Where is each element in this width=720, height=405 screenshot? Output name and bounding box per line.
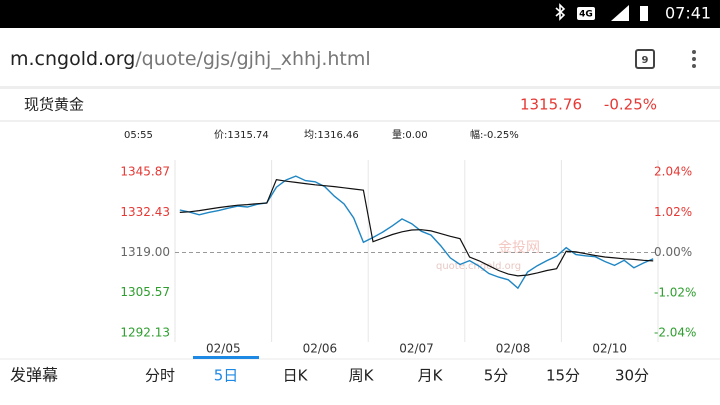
tab-count: 9 (642, 55, 649, 66)
tabs-button[interactable] (635, 49, 655, 69)
y2-tick-label: -1.02% (654, 285, 696, 299)
quote-change: -0.25% (604, 96, 657, 114)
info-item: 均:1316.46 (304, 129, 359, 141)
watermark-brand: 金投网 (498, 240, 540, 256)
y2-tick-label: 0.00% (654, 245, 692, 259)
tab[interactable]: 月K (418, 367, 444, 385)
tab[interactable]: 30分 (615, 367, 649, 385)
series-line (179, 179, 654, 277)
url-path: /quote/gjs/gjhj_xhhj.html (135, 48, 370, 70)
series-line (179, 175, 654, 290)
y-tick-label: 1319.00 (120, 245, 170, 259)
info-item: 幅:-0.25% (470, 128, 519, 141)
toolbar (0, 28, 720, 88)
network: 4G (579, 10, 593, 20)
bluetooth-icon (555, 3, 566, 21)
danmaku-button[interactable]: 发弹幕 (10, 366, 58, 385)
tab[interactable]: 5分 (484, 367, 509, 385)
info-item: 05:55 (124, 130, 153, 141)
quote-price: 1315.76 (520, 96, 582, 114)
tab[interactable]: 周K (349, 367, 375, 385)
x-tick-label: 02/06 (303, 342, 338, 356)
quote-name: 现货黄金 (24, 96, 84, 114)
tab-indicator (193, 356, 259, 359)
url-domain: m.cngold.org (10, 48, 135, 70)
tab[interactable]: 分时 (145, 367, 175, 385)
tab[interactable]: 日K (283, 367, 309, 385)
battery-icon (640, 6, 648, 21)
y-tick-label: 1332.43 (120, 205, 170, 219)
x-tick-label: 02/05 (206, 342, 241, 356)
toolbar-shadow (0, 86, 720, 89)
x-tick-label: 02/10 (592, 342, 627, 356)
y-tick-label: 1292.13 (120, 326, 170, 340)
url[interactable]: m.cngold.org/quote/gjs/gjhj_xhhj.html (10, 48, 371, 70)
y-tick-label: 1305.57 (120, 285, 170, 299)
status-bar (0, 0, 720, 28)
network-badge (577, 7, 595, 20)
tab[interactable]: 5日 (214, 367, 239, 385)
x-tick-label: 02/08 (496, 342, 531, 356)
tab[interactable]: 15分 (546, 367, 580, 385)
y2-tick-label: 1.02% (654, 205, 692, 219)
y-tick-label: 1345.87 (120, 165, 170, 179)
clock: 07:41 (665, 4, 711, 23)
info-item: 价:1315.74 (214, 129, 269, 141)
menu-button[interactable] (692, 50, 696, 68)
x-tick-label: 02/07 (399, 342, 434, 356)
info-item: 量:0.00 (392, 129, 428, 141)
y2-tick-label: 2.04% (654, 165, 692, 179)
y2-tick-label: -2.04% (654, 326, 696, 340)
signal-icon (611, 5, 629, 21)
